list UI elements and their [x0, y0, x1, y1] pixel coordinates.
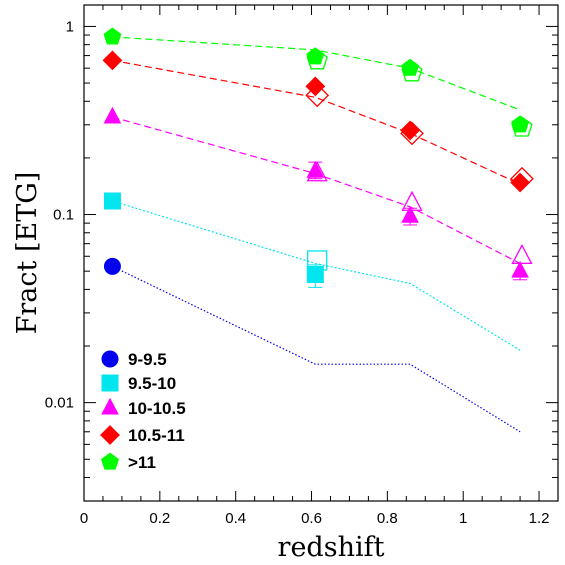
legend-label: 9-9.5 — [128, 350, 167, 369]
legend-label: 10-10.5 — [128, 399, 186, 418]
plot-frame — [83, 4, 559, 502]
legend-marker — [101, 350, 119, 368]
x-axis-ticks: 0 0.2 0.4 0.6 0.8 1 1.2 — [80, 5, 550, 527]
legend-label: 9.5-10 — [128, 374, 176, 393]
legend-label: 10.5-11 — [128, 426, 185, 445]
x-tick-label: 0.8 — [377, 510, 398, 527]
open-data-point — [307, 250, 328, 271]
x-axis-title: redshift — [278, 532, 385, 563]
data-point — [401, 205, 419, 223]
data-point — [511, 260, 529, 278]
legend-marker — [101, 397, 119, 415]
open-data-point — [306, 49, 328, 70]
y-axis-ticks: 0.01 0.1 1 — [45, 18, 558, 478]
chart-marks — [102, 27, 534, 433]
series-line — [112, 265, 521, 433]
open-data-point — [306, 161, 328, 182]
y-tick-label: 1 — [66, 18, 74, 35]
data-point — [103, 257, 121, 275]
open-data-point — [510, 166, 534, 191]
series-line — [112, 200, 521, 351]
legend-marker — [100, 425, 120, 445]
open-data-point — [401, 190, 423, 211]
legend: 9-9.5 9.5-10 10-10.5 10.5-11 >11 — [100, 350, 186, 472]
data-point — [103, 192, 121, 210]
y-axis-title: Fract [ETG] — [12, 172, 43, 335]
data-point — [103, 106, 122, 124]
x-tick-label: 1 — [459, 510, 467, 527]
open-data-point — [511, 116, 533, 137]
data-point — [306, 265, 324, 283]
x-tick-label: 1.2 — [529, 510, 550, 527]
data-point — [510, 172, 530, 193]
legend-marker — [101, 374, 119, 392]
x-tick-label: 0.2 — [149, 510, 170, 527]
data-point — [102, 50, 123, 71]
x-tick-label: 0.6 — [301, 510, 322, 527]
series-line — [112, 36, 521, 111]
open-data-point — [401, 61, 423, 82]
x-tick-label: 0.4 — [225, 510, 246, 527]
legend-marker — [101, 452, 119, 470]
open-data-point — [305, 83, 330, 108]
legend-label: >11 — [128, 453, 156, 472]
data-point — [103, 27, 122, 45]
y-tick-label: 0.1 — [53, 207, 74, 224]
x-tick-label: 0 — [80, 510, 88, 527]
open-data-point — [511, 243, 533, 265]
open-data-point — [400, 121, 424, 146]
series-line — [112, 59, 521, 185]
series-line — [112, 116, 521, 264]
y-tick-label: 0.01 — [45, 395, 74, 412]
